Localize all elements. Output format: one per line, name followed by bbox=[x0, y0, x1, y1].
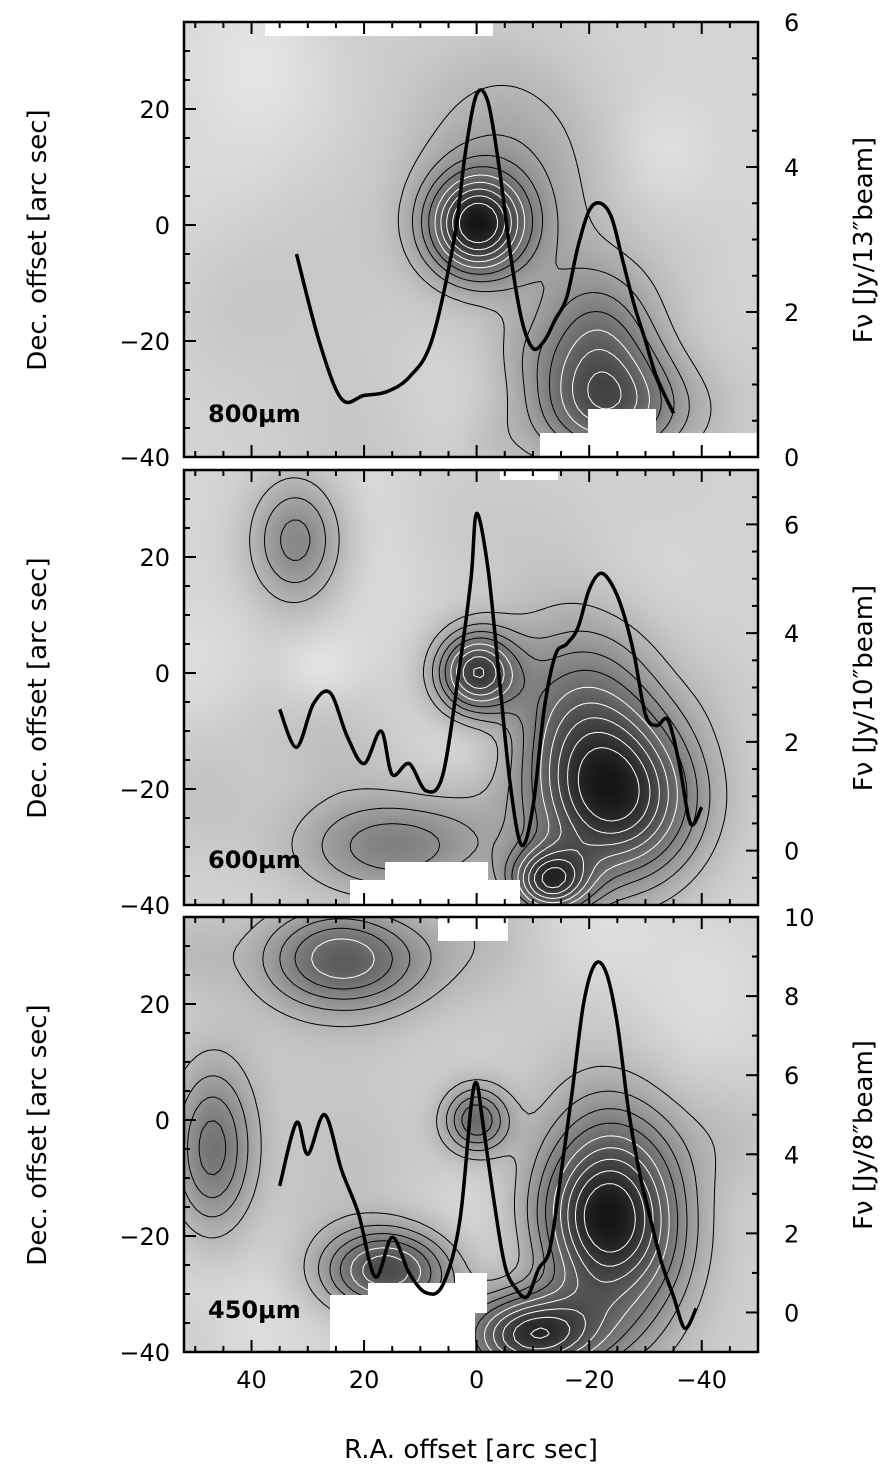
x-axis-label: R.A. offset [arc sec] bbox=[344, 1435, 598, 1465]
band-label-450um: 450μm bbox=[208, 1296, 301, 1324]
contours-800um bbox=[397, 85, 712, 457]
y2-tick-label: 6 bbox=[784, 1062, 799, 1090]
panel-450um: 20 0 −20 −40 0 2 4 6 8 10 40 20 0 −20 −40 450μm Dec. o… bbox=[23, 904, 879, 1394]
y2-tick-label: 4 bbox=[784, 1141, 799, 1169]
y2-tick-label: 0 bbox=[784, 444, 799, 472]
panel-800um: 20 0 −20 −40 0 2 4 6 800μm Dec. offset [arc sec… bbox=[23, 9, 879, 472]
contours-450um bbox=[184, 917, 717, 1352]
contour-level-8 bbox=[473, 666, 651, 895]
x-tick-label: 0 bbox=[469, 1366, 484, 1394]
profile-line-600um bbox=[278, 511, 704, 848]
x-tick-label: −20 bbox=[564, 1366, 615, 1394]
y-tick-label: 20 bbox=[139, 96, 170, 124]
ticks-800um: 20 0 −20 −40 0 2 4 6 bbox=[119, 9, 799, 472]
contour-level-5 bbox=[450, 643, 678, 905]
y2-tick-label: 6 bbox=[784, 9, 799, 37]
y-tick-label: 0 bbox=[155, 212, 170, 240]
y2-tick-label: 2 bbox=[784, 729, 799, 757]
y2-tick-label: 6 bbox=[784, 511, 799, 539]
y-axis-label-450um: Dec. offset [arc sec] bbox=[23, 1004, 53, 1265]
y-tick-label: −20 bbox=[119, 776, 170, 804]
blank-regions-800um bbox=[265, 22, 758, 457]
y-axis-label-600um: Dec. offset [arc sec] bbox=[23, 557, 53, 818]
x-tick-label: 20 bbox=[349, 1366, 380, 1394]
y2-tick-label: 4 bbox=[784, 154, 799, 182]
y-tick-label: 0 bbox=[155, 660, 170, 688]
x-tick-label: −40 bbox=[676, 1366, 727, 1394]
profile-line-450um bbox=[278, 960, 698, 1331]
y-tick-label: −20 bbox=[119, 1223, 170, 1251]
contour-level-9 bbox=[541, 747, 640, 889]
contour-level-7 bbox=[502, 1158, 654, 1352]
y2-axis-label-450um: Fν [Jy/8″beam] bbox=[849, 1040, 879, 1230]
contour-level-6 bbox=[362, 1147, 662, 1352]
y2-tick-label: 8 bbox=[784, 983, 799, 1011]
y2-tick-label: 0 bbox=[784, 838, 799, 866]
y2-axis-label-600um: Fν [Jy/10″beam] bbox=[849, 585, 879, 791]
y-tick-label: −20 bbox=[119, 328, 170, 356]
contours-600um bbox=[249, 477, 728, 905]
y-tick-label: −40 bbox=[119, 444, 170, 472]
ticks-600um: 20 0 −20 −40 0 2 4 6 bbox=[119, 469, 799, 920]
contour-level-1 bbox=[184, 917, 717, 1352]
y2-tick-label: 0 bbox=[784, 1299, 799, 1327]
contour-level-1 bbox=[397, 85, 712, 457]
y2-tick-label: 2 bbox=[784, 299, 799, 327]
contour-level-3 bbox=[187, 918, 688, 1352]
y2-tick-label: 2 bbox=[784, 1220, 799, 1248]
x-tick-label: 40 bbox=[236, 1366, 267, 1394]
contour-level-4 bbox=[198, 927, 679, 1352]
y-tick-label: 0 bbox=[155, 1107, 170, 1135]
map-image-600um bbox=[184, 470, 758, 905]
contour-level-2 bbox=[411, 134, 690, 457]
contour-level-8 bbox=[512, 1170, 646, 1350]
contour-level-9 bbox=[458, 202, 499, 244]
ticks-450um: 20 0 −20 −40 0 2 4 6 8 10 40 20 0 −20 −40 bbox=[119, 904, 814, 1394]
plot-frame-450um bbox=[182, 915, 760, 1354]
y-tick-label: 20 bbox=[139, 991, 170, 1019]
y-tick-label: 20 bbox=[139, 544, 170, 572]
profile-line-800um bbox=[294, 88, 676, 415]
blank-regions-600um bbox=[350, 470, 558, 905]
band-label-800um: 800μm bbox=[208, 400, 301, 428]
contour-level-7 bbox=[446, 188, 622, 410]
y-tick-label: −40 bbox=[119, 892, 170, 920]
y2-tick-label: 10 bbox=[784, 904, 815, 932]
y-axis-label-800um: Dec. offset [arc sec] bbox=[23, 109, 53, 370]
contour-level-9 bbox=[530, 1183, 636, 1339]
y-tick-label: −40 bbox=[119, 1339, 170, 1367]
band-label-600um: 600μm bbox=[208, 846, 301, 874]
panel-600um: 20 0 −20 −40 0 2 4 6 600μm Dec. offset [arc sec… bbox=[23, 468, 879, 920]
contour-level-7 bbox=[462, 656, 660, 899]
y2-axis-label-800um: Fν [Jy/13″beam] bbox=[849, 137, 879, 343]
y2-tick-label: 4 bbox=[784, 620, 799, 648]
